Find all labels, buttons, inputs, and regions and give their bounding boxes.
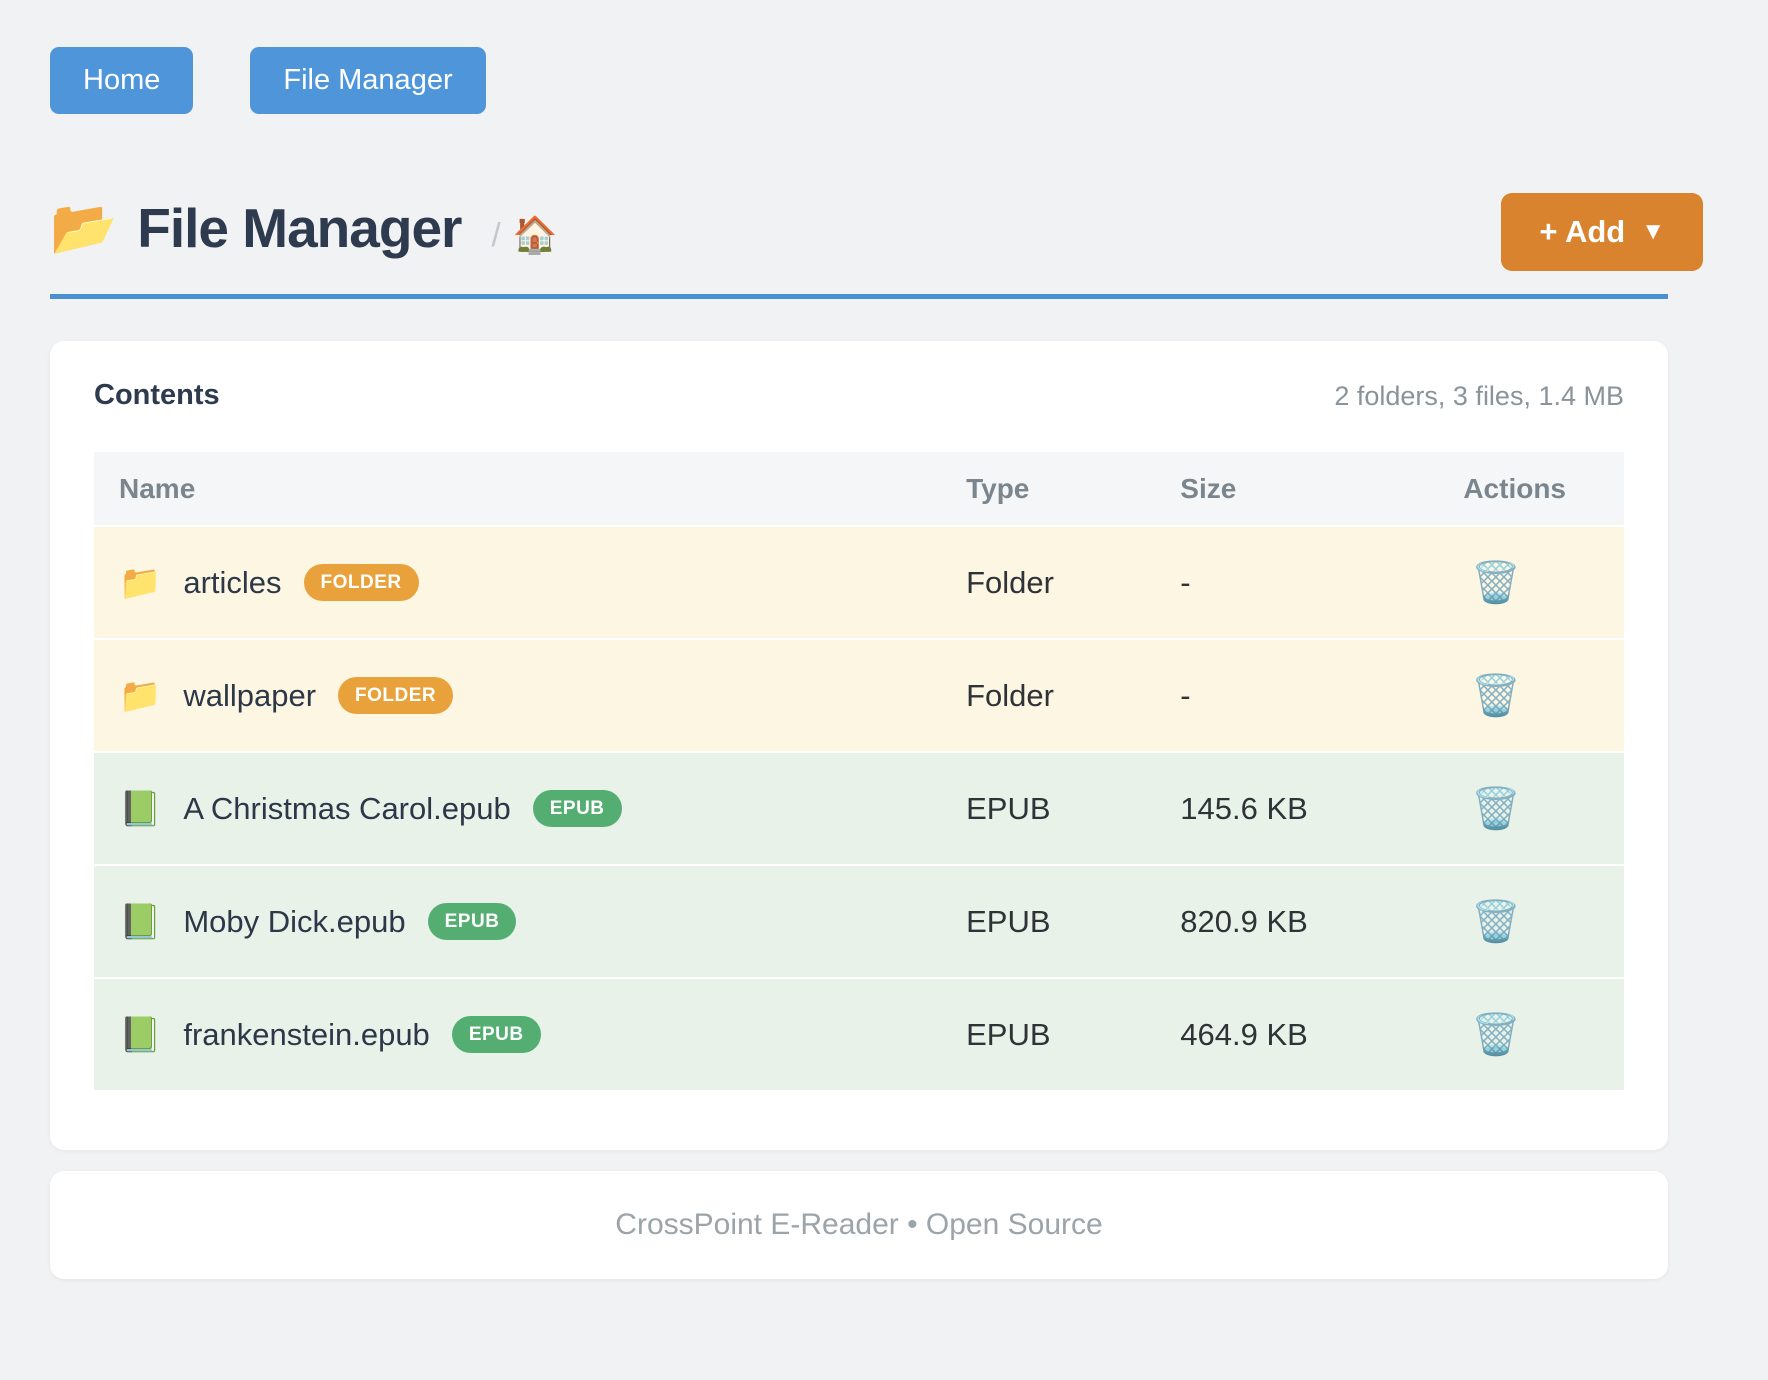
file-size: 145.6 KB (1180, 790, 1308, 826)
file-table: Name Type Size Actions 📁 articles FOLDER… (94, 452, 1624, 1090)
breadcrumb-separator: / (491, 216, 501, 253)
book-icon: 📗 (119, 1015, 162, 1054)
table-row[interactable]: 📁 articles FOLDER Folder - 🗑️ (94, 525, 1624, 638)
open-folder-icon: 📂 (50, 198, 118, 258)
table-row[interactable]: 📗 A Christmas Carol.epub EPUB EPUB 145.6… (94, 751, 1624, 864)
table-row[interactable]: 📁 wallpaper FOLDER Folder - 🗑️ (94, 638, 1624, 751)
home-icon[interactable]: 🏠 (512, 214, 558, 255)
contents-card-header: Contents 2 folders, 3 files, 1.4 MB (94, 379, 1624, 412)
contents-heading: Contents (94, 379, 220, 411)
chevron-down-icon: ▼ (1641, 218, 1665, 245)
file-name[interactable]: A Christmas Carol.epub (183, 790, 511, 826)
file-manager-button[interactable]: File Manager (250, 47, 486, 114)
file-type: Folder (966, 677, 1054, 713)
trash-icon[interactable]: 🗑️ (1471, 786, 1522, 831)
table-row[interactable]: 📗 Moby Dick.epub EPUB EPUB 820.9 KB 🗑️ (94, 864, 1624, 977)
folder-badge: FOLDER (303, 564, 419, 601)
column-header-name: Name (119, 472, 196, 504)
footer-text: CrossPoint E-Reader • Open Source (615, 1208, 1103, 1241)
column-header-type: Type (966, 472, 1030, 504)
file-name[interactable]: wallpaper (183, 677, 317, 713)
file-size: - (1180, 677, 1191, 713)
page-title: File Manager (137, 197, 462, 259)
file-type: Folder (966, 564, 1054, 600)
column-header-size: Size (1180, 472, 1237, 504)
book-icon: 📗 (119, 902, 162, 941)
folder-icon: 📁 (119, 563, 162, 602)
epub-badge: EPUB (427, 903, 517, 940)
file-size: 820.9 KB (1180, 903, 1308, 939)
file-name[interactable]: Moby Dick.epub (183, 903, 406, 939)
file-name[interactable]: articles (183, 564, 282, 600)
file-type: EPUB (966, 903, 1051, 939)
epub-badge: EPUB (532, 790, 622, 827)
home-button[interactable]: Home (50, 47, 194, 114)
file-name[interactable]: frankenstein.epub (183, 1016, 430, 1052)
contents-card: Contents 2 folders, 3 files, 1.4 MB Name… (50, 341, 1668, 1150)
contents-summary: 2 folders, 3 files, 1.4 MB (1334, 381, 1624, 411)
top-navigation: Home File Manager (50, 47, 1668, 114)
file-size: 464.9 KB (1180, 1016, 1308, 1052)
table-header-row: Name Type Size Actions (94, 452, 1624, 525)
header-divider (50, 294, 1668, 299)
trash-icon[interactable]: 🗑️ (1471, 673, 1522, 718)
file-type: EPUB (966, 790, 1051, 826)
table-row[interactable]: 📗 frankenstein.epub EPUB EPUB 464.9 KB 🗑… (94, 977, 1624, 1090)
breadcrumb: / 🏠 (491, 216, 557, 254)
epub-badge: EPUB (451, 1016, 541, 1053)
trash-icon[interactable]: 🗑️ (1471, 560, 1522, 605)
file-type: EPUB (966, 1016, 1051, 1052)
page: Home File Manager 📂 File Manager / 🏠 + A… (50, 47, 1703, 1279)
trash-icon[interactable]: 🗑️ (1471, 899, 1522, 944)
page-header: 📂 File Manager / 🏠 + Add ▼ (50, 193, 1703, 271)
folder-badge: FOLDER (338, 677, 454, 714)
column-header-actions: Actions (1463, 472, 1567, 504)
add-button[interactable]: + Add ▼ (1501, 193, 1703, 271)
trash-icon[interactable]: 🗑️ (1471, 1012, 1522, 1057)
folder-icon: 📁 (119, 676, 162, 715)
file-size: - (1180, 564, 1191, 600)
footer: CrossPoint E-Reader • Open Source (50, 1171, 1668, 1279)
add-button-label: + Add (1539, 214, 1626, 249)
book-icon: 📗 (119, 789, 162, 828)
